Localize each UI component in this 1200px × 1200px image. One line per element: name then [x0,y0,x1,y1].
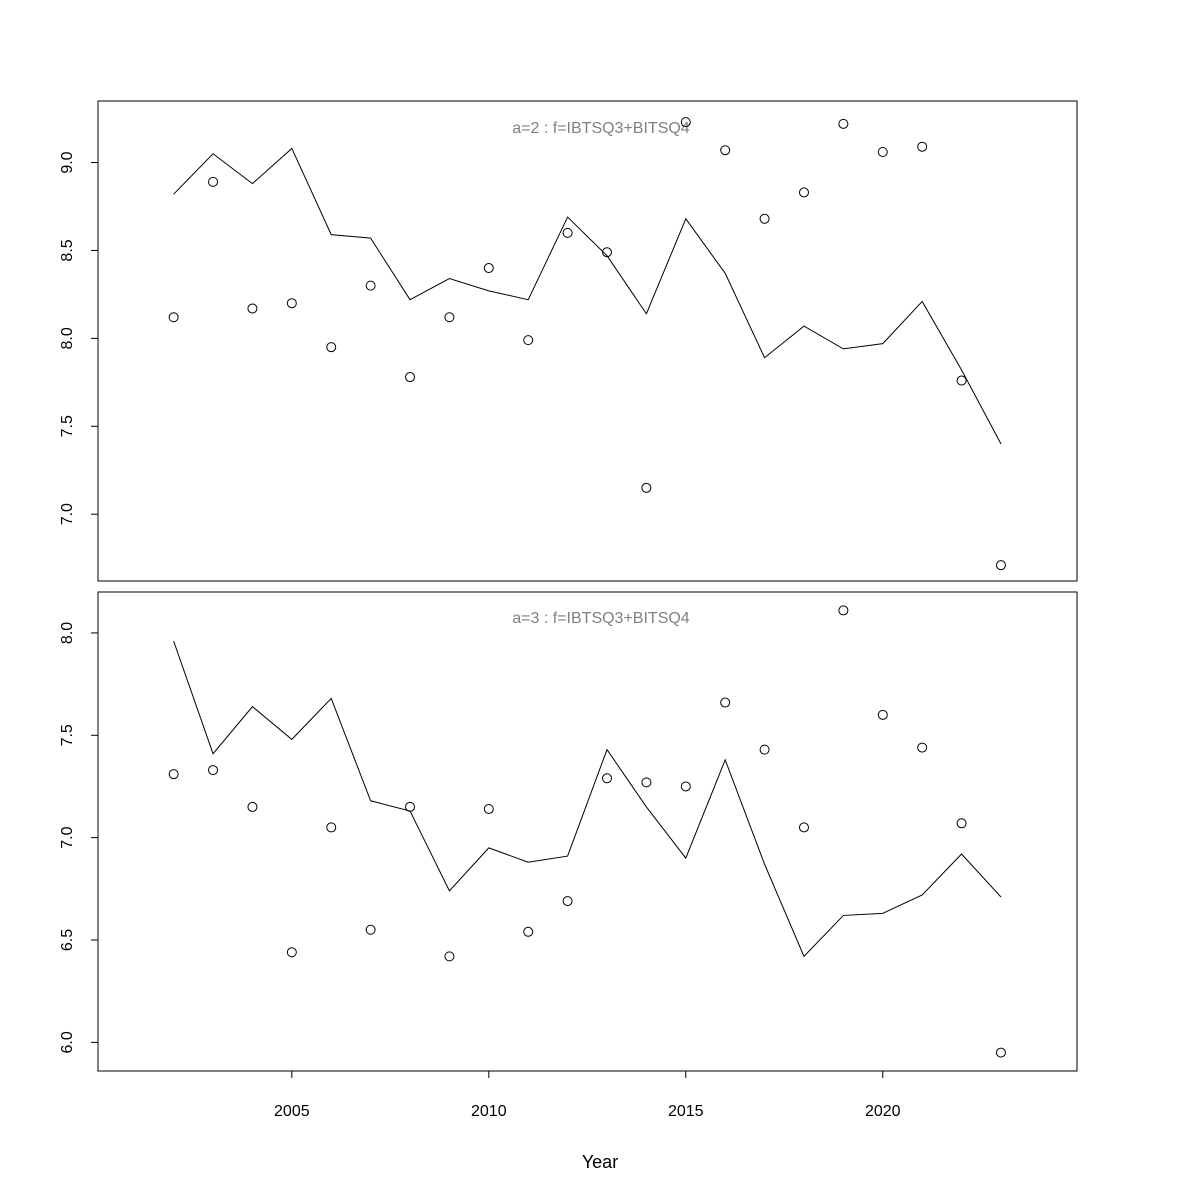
observed-point [365,924,376,935]
y-tick-label: 8.0 [59,622,76,644]
x-tick-label: 2015 [668,1103,704,1120]
observed-point [168,769,179,780]
x-tick-label: 2010 [471,1103,507,1120]
fitted-line [173,640,1002,958]
observed-point [995,560,1006,571]
panel-frame [97,100,1078,582]
observed-point [956,375,967,386]
observed-point [798,187,809,198]
x-tick-label: 2005 [274,1103,310,1120]
observed-point [286,298,297,309]
observed-point [483,263,494,274]
observed-point [483,803,494,814]
observed-point [917,141,928,152]
panel-a2: a=2 : f=IBTSQ3+BITSQ4 7.0 7.5 8.0 8.5 9.0 [59,100,1078,582]
observed-point [208,176,219,187]
y-tick-label: 7.5 [59,724,76,746]
observed-point [562,896,573,907]
observed-point [247,801,258,812]
observed-point [286,947,297,958]
observed-point [326,822,337,833]
observed-point [523,926,534,937]
observed-point [444,951,455,962]
observed-point [995,1047,1006,1058]
observed-point [208,765,219,776]
observed-point [759,744,770,755]
y-tick-label: 9.0 [59,151,76,173]
observed-point [562,227,573,238]
observed-point [680,781,691,792]
y-tick-label: 8.0 [59,327,76,349]
panel-frame [97,591,1078,1072]
observed-point [523,335,534,346]
observed-point [720,697,731,708]
observed-point [838,118,849,129]
observed-point [720,145,731,156]
observed-point [641,482,652,493]
panel-title: a=2 : f=IBTSQ3+BITSQ4 [512,120,690,137]
observed-point [877,709,888,720]
observed-point [917,742,928,753]
observed-point [877,146,888,157]
panel-a3: a=3 : f=IBTSQ3+BITSQ4 6.0 6.5 7.0 7.5 8.0 200… [59,591,1078,1120]
panel-title: a=3 : f=IBTSQ3+BITSQ4 [512,610,690,627]
y-tick-label: 7.0 [59,503,76,525]
observed-point [838,605,849,616]
observed-point [444,312,455,323]
y-tick-label: 6.0 [59,1031,76,1053]
observed-point [405,372,416,383]
observed-point [365,280,376,291]
observed-point [956,818,967,829]
observed-point [641,777,652,788]
y-tick-label: 8.5 [59,239,76,261]
fitted-line [173,147,1002,445]
observed-point [798,822,809,833]
observed-point [602,773,613,784]
observed-point [680,117,691,128]
observed-point [602,247,613,258]
y-tick-label: 7.5 [59,415,76,437]
observed-point [247,303,258,314]
y-tick-label: 7.0 [59,826,76,848]
x-axis-label: Year [582,1152,618,1172]
x-tick-label: 2020 [865,1103,901,1120]
observed-point [759,213,770,224]
observed-point [326,342,337,353]
y-tick-label: 6.5 [59,929,76,951]
observed-point [168,312,179,323]
